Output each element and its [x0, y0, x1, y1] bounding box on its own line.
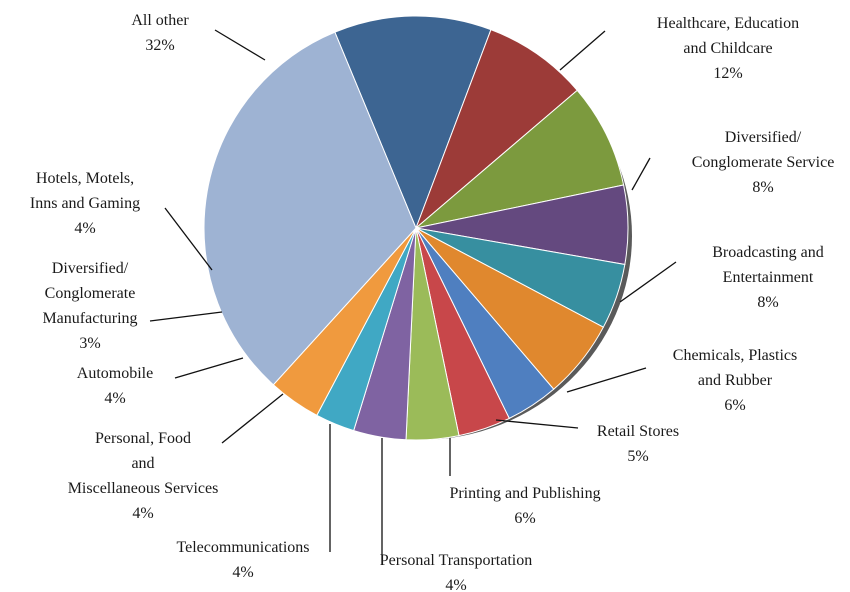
slice-percent: 8% — [757, 294, 778, 311]
slice-percent: 4% — [104, 390, 125, 407]
slice-label-line: Diversified/ — [52, 260, 129, 277]
leader-line — [566, 367, 647, 393]
slice-label-line: and Rubber — [698, 372, 773, 389]
slice-label: Broadcasting and Entertainment 8% — [712, 244, 824, 311]
slice-label-line: Manufacturing — [42, 310, 137, 327]
slice-percent: 4% — [445, 577, 466, 592]
slice-label-line: Entertainment — [723, 269, 814, 286]
slice-percent: 4% — [132, 505, 153, 522]
leader-line — [174, 357, 244, 379]
slice-label-line: Automobile — [77, 365, 153, 382]
slice-label-line: Retail Stores — [597, 423, 679, 440]
slice-percent: 4% — [74, 220, 95, 237]
slice-label-line: Telecommunications — [176, 539, 309, 556]
slice-label: Personal Transportation 4% — [380, 552, 532, 592]
slice-label-line: Hotels, Motels, — [36, 170, 134, 187]
slice-percent: 32% — [145, 37, 174, 54]
slice-label-line: Conglomerate — [45, 285, 136, 302]
slice-label-line: Diversified/ — [725, 129, 802, 146]
slice-label: Telecommunications 4% — [176, 539, 309, 581]
slice-label: Diversified/Conglomerate Manufacturing 3% — [42, 260, 137, 352]
slice-label-line: Personal Transportation — [380, 552, 532, 569]
slice-percent: 8% — [752, 179, 773, 196]
slice-label-line: All other — [131, 12, 189, 29]
slice-percent: 3% — [79, 335, 100, 352]
slice-label: Diversified/Conglomerate Service 8% — [692, 129, 835, 196]
slice-label-line: Broadcasting and — [712, 244, 824, 261]
slice-label-line: Conglomerate Service — [692, 154, 835, 171]
slice-percent: 12% — [713, 65, 742, 82]
slice-label: Printing and Publishing 6% — [449, 485, 600, 527]
slice-label: Hotels, Motels, Inns and Gaming 4% — [30, 170, 140, 237]
slice-percent: 6% — [724, 397, 745, 414]
slice-percent: 4% — [232, 564, 253, 581]
slice-label-line: and Childcare — [683, 40, 772, 57]
leader-line — [631, 157, 651, 191]
pie-slice — [203, 31, 417, 386]
slice-label-line: Miscellaneous Services — [68, 480, 219, 497]
leader-line — [164, 207, 213, 271]
slice-label-line: Inns and Gaming — [30, 195, 140, 212]
slice-label-line: and — [131, 455, 154, 472]
pie-slice — [415, 89, 625, 229]
slice-label: Personal, Food and Miscellaneous Services 4… — [68, 430, 219, 522]
leader-line — [495, 419, 579, 429]
pie-slice — [415, 29, 578, 229]
pie-slice — [334, 15, 492, 230]
slice-label-line: Healthcare, Education — [657, 15, 799, 32]
leader-line — [559, 30, 606, 71]
slice-label: Automobile 4% — [77, 365, 153, 407]
leader-line — [221, 393, 284, 444]
slice-label-line: Personal, Food — [95, 430, 191, 447]
slice-label: All other 32% — [131, 12, 189, 54]
slice-label: Retail Stores 5% — [597, 423, 679, 465]
slice-label: Chemicals, Plastics and Rubber 6% — [673, 347, 797, 414]
slice-label: Healthcare, Education and Childcare 12% — [657, 15, 799, 82]
leader-line — [619, 261, 677, 303]
slice-percent: 5% — [627, 448, 648, 465]
slice-label-line: Printing and Publishing — [449, 485, 600, 502]
leader-line — [214, 29, 266, 61]
slice-percent: 6% — [514, 510, 535, 527]
leader-line — [149, 311, 223, 322]
slice-label-line: Chemicals, Plastics — [673, 347, 797, 364]
